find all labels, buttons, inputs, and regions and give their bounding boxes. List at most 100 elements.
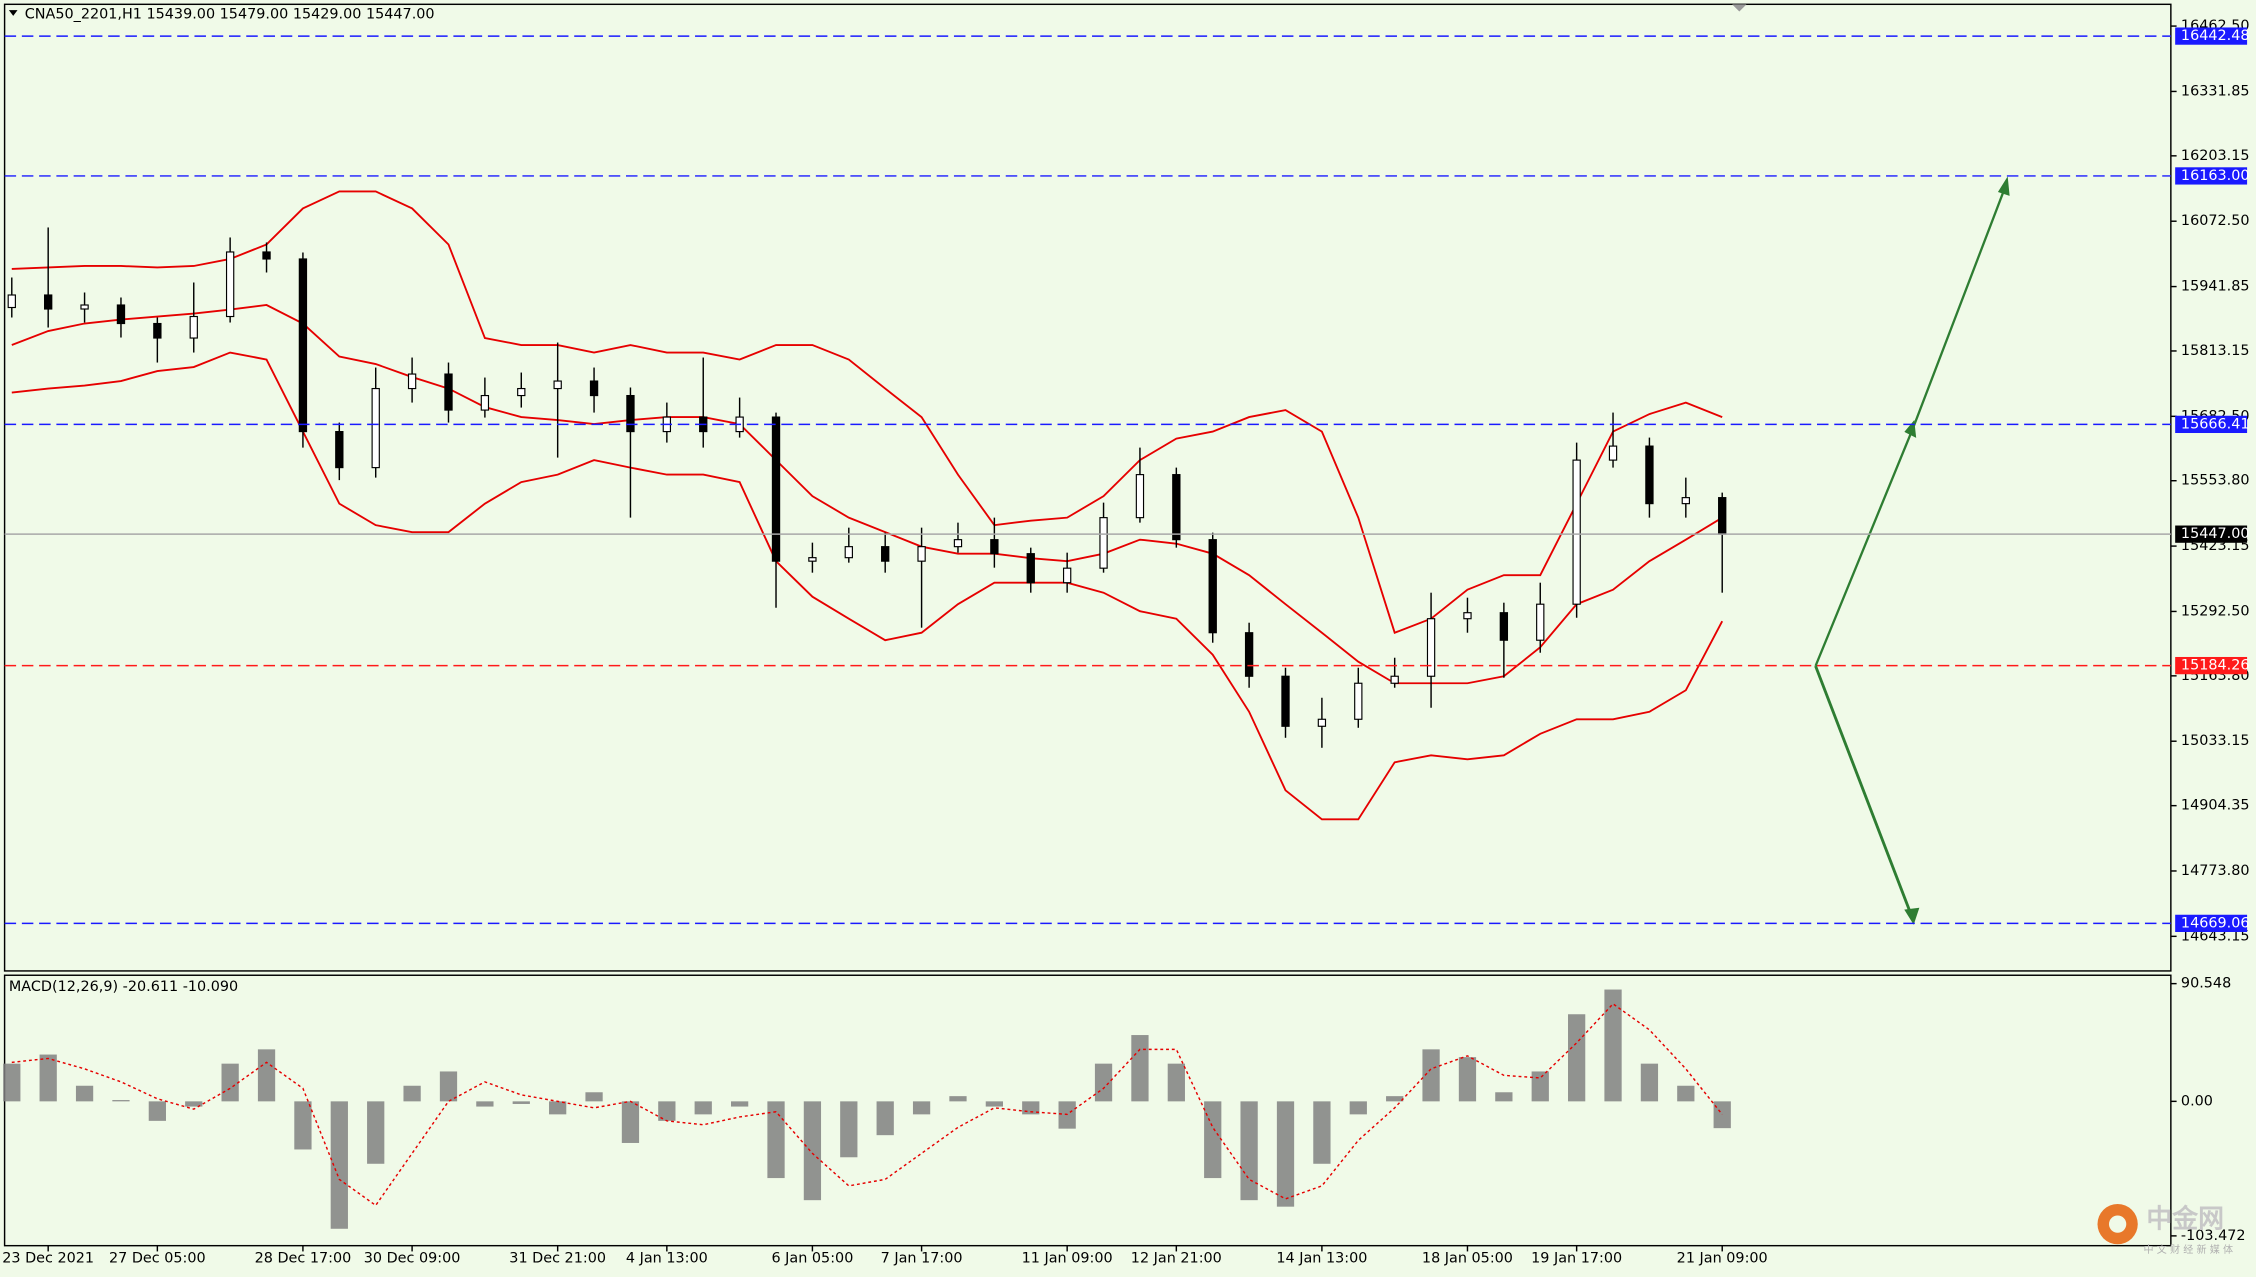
x-tick-label: 4 Jan 13:00 (626, 1251, 708, 1267)
candle-body (917, 546, 926, 562)
candle-body (589, 380, 599, 397)
macd-bar (949, 1096, 967, 1102)
macd-bar (912, 1101, 931, 1115)
macd-bar (1568, 1014, 1586, 1102)
macd-bar (694, 1101, 712, 1115)
macd-bar (1640, 1063, 1659, 1102)
candle-body (953, 539, 963, 548)
macd-bar (39, 1054, 57, 1102)
arrow-head (1904, 907, 1920, 925)
menu-triangle (8, 10, 18, 16)
chart-title: CNA50_2201,H1 15439.00 15479.00 15429.00… (25, 6, 435, 22)
x-tick-label: 31 Dec 21:00 (509, 1251, 606, 1267)
macd-bar (1422, 1049, 1440, 1102)
band-lower (11, 351, 1724, 821)
macd-bar (476, 1101, 494, 1107)
level-label: 14669.06 (2181, 915, 2250, 931)
candle-body (371, 387, 380, 469)
macd-bar (1458, 1057, 1477, 1102)
macd-bar (549, 1101, 567, 1115)
y-tick-label: 0.00 (2181, 1093, 2213, 1109)
candle-body (1426, 618, 1436, 677)
candle-body (1572, 459, 1581, 605)
macd-bar (658, 1101, 676, 1121)
candle-body (1718, 497, 1727, 535)
macd-bar (148, 1101, 166, 1121)
y-tick-label: 16072.50 (2181, 213, 2250, 229)
macd-bar (1131, 1035, 1149, 1102)
macd-bar (512, 1101, 530, 1104)
macd-bar (767, 1101, 785, 1179)
macd-bar (1495, 1092, 1513, 1102)
x-tick-label: 12 Jan 21:00 (1131, 1251, 1222, 1267)
macd-bar (1240, 1101, 1258, 1201)
level-box (2175, 914, 2248, 933)
macd-bar (1276, 1101, 1295, 1207)
macd-bar (1167, 1063, 1185, 1102)
candle-body (1172, 474, 1181, 541)
x-tick-label: 30 Dec 09:00 (364, 1251, 461, 1267)
x-tick-label: 11 Jan 09:00 (1022, 1251, 1113, 1267)
macd-bar (1713, 1101, 1731, 1129)
macd-bar (803, 1101, 822, 1201)
candle-body (262, 251, 271, 260)
macd-bar (585, 1092, 603, 1102)
macd-bar (1204, 1101, 1222, 1179)
candle-body (844, 546, 853, 559)
macd-bar (185, 1101, 203, 1107)
candle-body (1135, 474, 1145, 519)
level-label: 15666.41 (2181, 416, 2250, 432)
y-tick-label: 14773.80 (2181, 863, 2250, 879)
candle-body (1208, 539, 1217, 634)
watermark-text: 中金网 (2146, 1203, 2224, 1234)
candle-body (1062, 567, 1072, 584)
candle-body (1499, 612, 1509, 641)
candle-body (153, 322, 162, 339)
y-tick-label: 15292.50 (2181, 603, 2250, 619)
level-box (2175, 415, 2248, 434)
y-tick-label: 15941.85 (2181, 279, 2250, 295)
watermark-subtext: 中 文 财 经 新 媒 体 (2144, 1243, 2234, 1256)
candle-body (517, 387, 526, 397)
macd-bar (221, 1063, 239, 1102)
candle-body (44, 294, 53, 310)
y-tick-label: 14904.35 (2181, 798, 2250, 814)
level-label: 15184.26 (2181, 658, 2250, 674)
band-middle (11, 304, 1723, 685)
candle-body (335, 431, 344, 469)
macd-title: MACD(12,26,9) -20.611 -10.090 (9, 979, 238, 995)
x-tick-label: 19 Jan 17:00 (1531, 1251, 1622, 1267)
candle-body (1536, 603, 1545, 641)
x-tick-label: 18 Jan 05:00 (1422, 1251, 1513, 1267)
level-label: 15447.00 (2181, 526, 2250, 542)
candle-body (990, 539, 999, 555)
y-tick-label: 15553.80 (2181, 473, 2250, 489)
y-tick-label: 15813.15 (2181, 343, 2250, 359)
forecast-arrows (1814, 176, 2010, 925)
x-tick-label: 23 Dec 2021 (2, 1251, 94, 1267)
candle-body (771, 416, 781, 562)
candle-body (7, 294, 16, 309)
level-box (2175, 167, 2248, 185)
x-tick-label: 27 Dec 05:00 (109, 1251, 206, 1267)
down-arrow (1814, 665, 1915, 922)
x-tick-label: 21 Jan 09:00 (1677, 1251, 1768, 1267)
candle-body (480, 394, 490, 411)
macd-bar (112, 1100, 130, 1102)
candle-body (189, 315, 198, 339)
main-panel (3, 3, 2172, 972)
macd-bar (439, 1071, 458, 1102)
candle-body (881, 546, 890, 562)
macd-bar (75, 1085, 94, 1102)
y-tick-label: -103.472 (2181, 1228, 2246, 1244)
candle-body (1608, 445, 1618, 461)
y-tick-label: 16331.85 (2181, 83, 2250, 99)
macd-bar (840, 1101, 858, 1158)
candle-body (553, 380, 562, 390)
macd-bar (403, 1085, 421, 1102)
candle-body (1244, 632, 1254, 677)
macd-panel (3, 974, 2172, 1247)
level-box (2175, 656, 2248, 675)
